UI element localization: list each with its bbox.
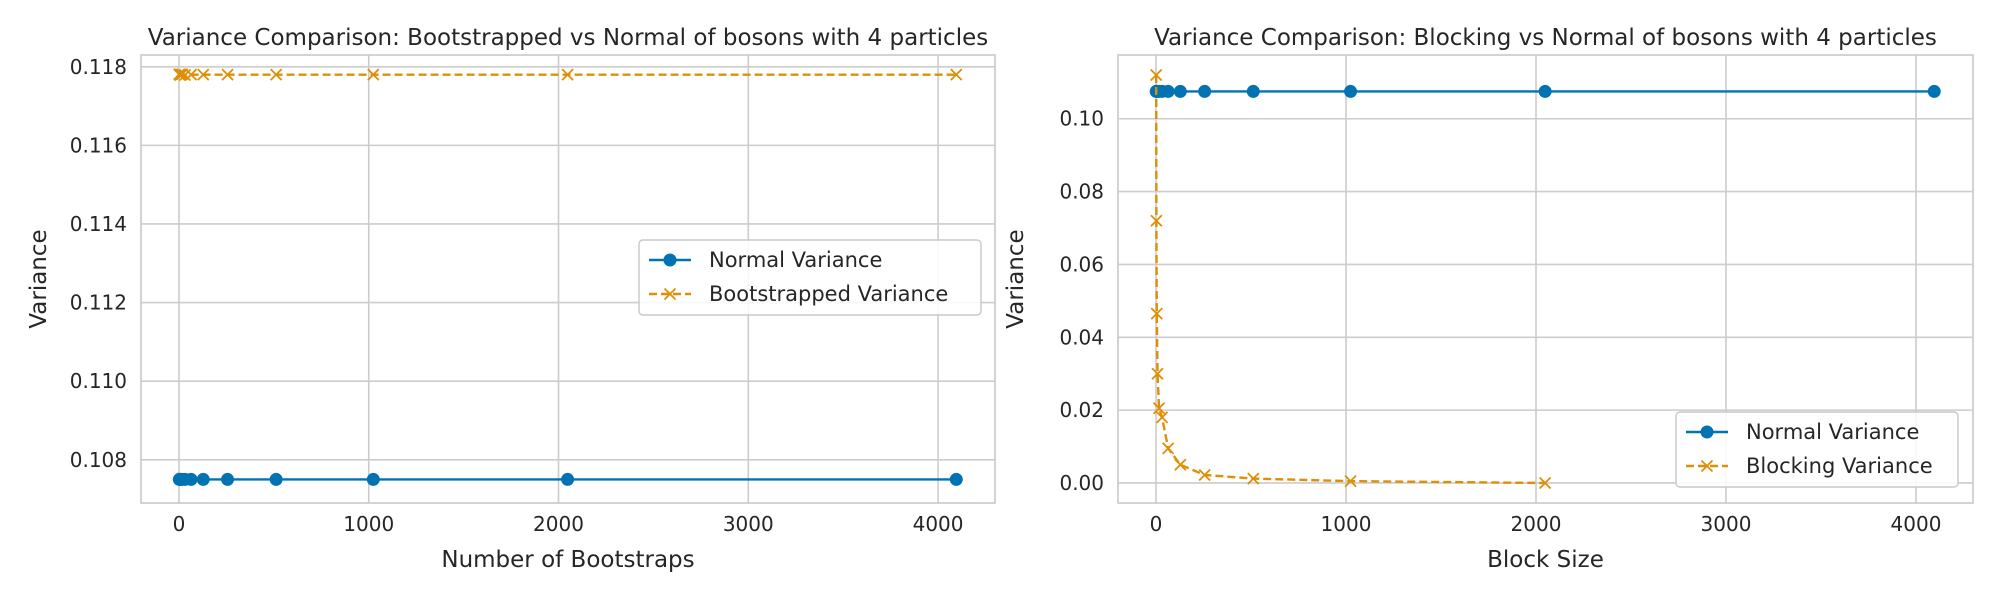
- legend-marker: [1700, 425, 1714, 439]
- y-tick-label: 0.112: [70, 291, 127, 315]
- legend-label: Normal Variance: [709, 248, 882, 272]
- y-tick-label: 0.06: [1059, 252, 1104, 276]
- legend-entry: Normal Variance: [1686, 420, 1919, 444]
- data-point: [269, 68, 283, 81]
- data-point: [1162, 442, 1175, 455]
- data-point: [1344, 475, 1357, 488]
- legend-label: Bootstrapped Variance: [709, 282, 948, 306]
- data-point: [1150, 307, 1163, 320]
- x-tick-label: 2000: [533, 512, 584, 536]
- x-tick-label: 4000: [1891, 512, 1942, 536]
- plot-frame: [1117, 54, 1974, 504]
- data-point: [1173, 84, 1187, 98]
- legend-marker: [1700, 459, 1714, 473]
- data-point: [1161, 84, 1175, 98]
- x-tick-label: 0: [1150, 512, 1163, 536]
- y-tick-label: 0.08: [1059, 180, 1104, 204]
- legend-label: Normal Variance: [1746, 420, 1919, 444]
- y-tick-label: 0.114: [70, 212, 127, 236]
- x-tick-label: 4000: [913, 512, 964, 536]
- legend-entry: Normal Variance: [649, 248, 882, 272]
- legend: Normal Variance Blocking Variance: [1675, 411, 1959, 488]
- legend-label: Blocking Variance: [1746, 454, 1933, 478]
- data-point: [269, 472, 283, 486]
- data-point: [221, 472, 235, 486]
- data-point: [1538, 84, 1552, 98]
- y-tick-label: 0.02: [1059, 398, 1104, 422]
- x-tick-label: 1000: [1321, 512, 1372, 536]
- y-tick-label: 0.04: [1059, 325, 1104, 349]
- series-alt-variance: [173, 68, 963, 82]
- x-axis-label: Block Size: [1487, 547, 1604, 573]
- data-point: [1174, 458, 1187, 471]
- series-line: [1154, 75, 1546, 485]
- data-point: [1538, 476, 1552, 490]
- plot-frame: [140, 54, 996, 504]
- data-point: [367, 68, 380, 81]
- data-point: [221, 68, 234, 81]
- legend-entry: Blocking Variance: [1686, 454, 1933, 478]
- x-tick-label: 3000: [1701, 512, 1752, 536]
- y-tick-label: 0.118: [70, 55, 127, 79]
- data-point: [1247, 472, 1260, 485]
- y-tick-label: 0.108: [70, 448, 127, 472]
- data-point: [949, 472, 963, 486]
- y-tick-label: 0.110: [70, 369, 127, 393]
- legend-marker: [663, 253, 677, 267]
- data-point: [1246, 84, 1260, 98]
- legend: Normal Variance Bootstrapped Variance: [638, 239, 982, 316]
- data-point: [1198, 468, 1211, 482]
- data-point: [1198, 84, 1212, 98]
- y-tick-label: 0.10: [1059, 107, 1104, 131]
- data-point: [1150, 214, 1163, 227]
- legend-box: [1675, 411, 1959, 488]
- y-tick-label: 0.00: [1059, 471, 1104, 495]
- data-point: [1927, 84, 1941, 98]
- y-tick-label: 0.116: [70, 133, 127, 157]
- legend-entry: Bootstrapped Variance: [649, 282, 948, 306]
- x-tick-label: 0: [173, 512, 186, 536]
- blocking-chart: 0 1000 2000 3000 4000 0.00 0.02 0.04 0.06 0.08 0.1…: [1003, 25, 1974, 573]
- data-point: [184, 68, 198, 81]
- x-tick-label: 1000: [343, 512, 394, 536]
- x-axis-label: Number of Bootstraps: [441, 547, 694, 573]
- chart-title: Variance Comparison: Blocking vs Normal …: [1154, 25, 1937, 51]
- chart-title: Variance Comparison: Bootstrapped vs Nor…: [148, 25, 988, 51]
- legend-box: [638, 239, 982, 316]
- data-point: [1152, 402, 1166, 415]
- data-point: [1151, 367, 1164, 380]
- data-point: [1150, 68, 1163, 82]
- data-point: [196, 472, 210, 486]
- data-point: [184, 472, 198, 486]
- data-point: [561, 68, 574, 81]
- x-tick-label: 2000: [1511, 512, 1562, 536]
- x-tick-label: 3000: [723, 512, 774, 536]
- legend-marker: [663, 287, 677, 301]
- data-point: [197, 68, 210, 81]
- y-axis-label: Variance: [1003, 229, 1029, 328]
- data-point: [561, 472, 575, 486]
- data-point: [366, 472, 380, 486]
- y-axis-label: Variance: [26, 229, 52, 328]
- data-point: [1155, 411, 1169, 424]
- bootstrap-chart: 0 1000 2000 3000 4000 0.108 0.110 0.112 0.114 0.1…: [26, 25, 996, 573]
- series-alt-variance: [1150, 68, 1552, 490]
- series-normal-variance: [172, 472, 963, 486]
- data-point: [175, 68, 189, 81]
- data-point: [1344, 84, 1358, 98]
- data-point: [950, 68, 963, 81]
